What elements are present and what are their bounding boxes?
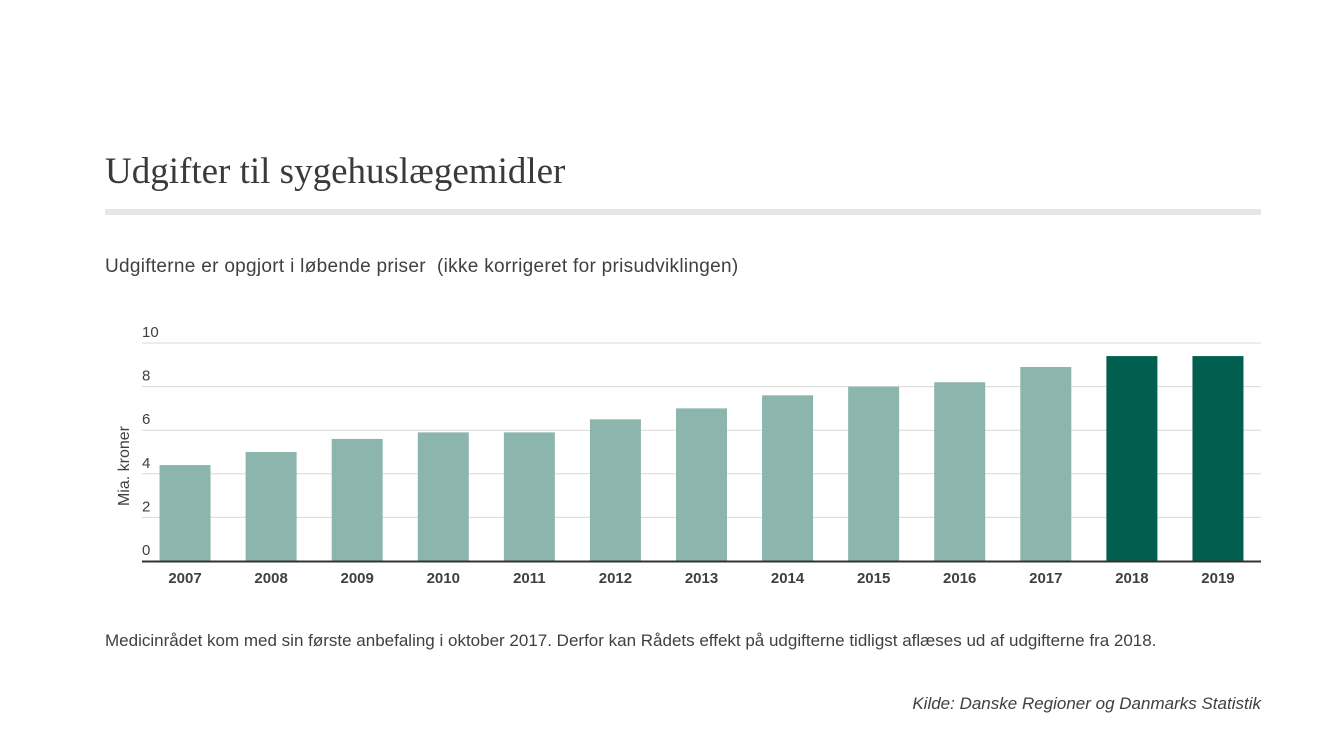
bar-2017 — [1020, 366, 1072, 561]
bar-2013 — [676, 408, 727, 561]
x-axis-ticks: 2007 2008 2009 2010 2011 2012 2013 2014 2015 2016… — [168, 570, 1234, 587]
title-divider — [105, 209, 1261, 215]
x-tick-label: 2013 — [685, 570, 718, 587]
bar-2012 — [589, 419, 641, 561]
y-tick-label: 2 — [142, 498, 150, 515]
y-axis-ticks: 0 2 4 6 8 10 — [142, 324, 159, 559]
y-tick-label: 8 — [142, 368, 150, 385]
chart-subtitle: Udgifterne er opgjort i løbende priser (… — [105, 256, 739, 277]
chart-title: Udgifter til sygehuslægemidler — [105, 151, 566, 192]
x-tick-label: 2014 — [771, 570, 805, 587]
bar-2008 — [245, 452, 297, 561]
x-tick-label: 2016 — [943, 570, 976, 587]
bar-2019 — [1192, 356, 1244, 561]
bar-2016 — [934, 382, 986, 561]
bars — [159, 356, 1244, 561]
source-credit: Kilde: Danske Regioner og Danmarks Stati… — [912, 694, 1261, 713]
y-axis-label: Mia. kroner — [116, 425, 133, 506]
x-tick-label: 2007 — [168, 570, 201, 587]
x-tick-label: 2015 — [857, 570, 890, 587]
bar-chart: 0 2 4 6 8 10 2007 2008 2009 2010 2011 2012 2013 2014… — [116, 324, 1261, 587]
x-tick-label: 2012 — [599, 570, 632, 587]
y-tick-label: 6 — [142, 411, 150, 428]
x-tick-label: 2011 — [513, 570, 546, 587]
y-tick-label: 0 — [142, 542, 150, 559]
bar-2015 — [848, 386, 900, 561]
bar-2007 — [159, 465, 211, 561]
x-tick-label: 2019 — [1201, 570, 1234, 587]
bar-2014 — [762, 395, 814, 561]
x-tick-label: 2008 — [254, 570, 287, 587]
x-tick-label: 2018 — [1115, 570, 1148, 587]
y-tick-label: 4 — [142, 455, 150, 472]
footnote: Medicinrådet kom med sin første anbefali… — [105, 631, 1157, 650]
y-tick-label: 10 — [142, 324, 159, 341]
bar-2018 — [1106, 356, 1158, 561]
bar-2010 — [417, 432, 469, 561]
bar-2009 — [331, 438, 383, 561]
bar-2011 — [503, 432, 555, 561]
x-tick-label: 2017 — [1029, 570, 1062, 587]
x-tick-label: 2010 — [427, 570, 460, 587]
x-tick-label: 2009 — [341, 570, 374, 587]
